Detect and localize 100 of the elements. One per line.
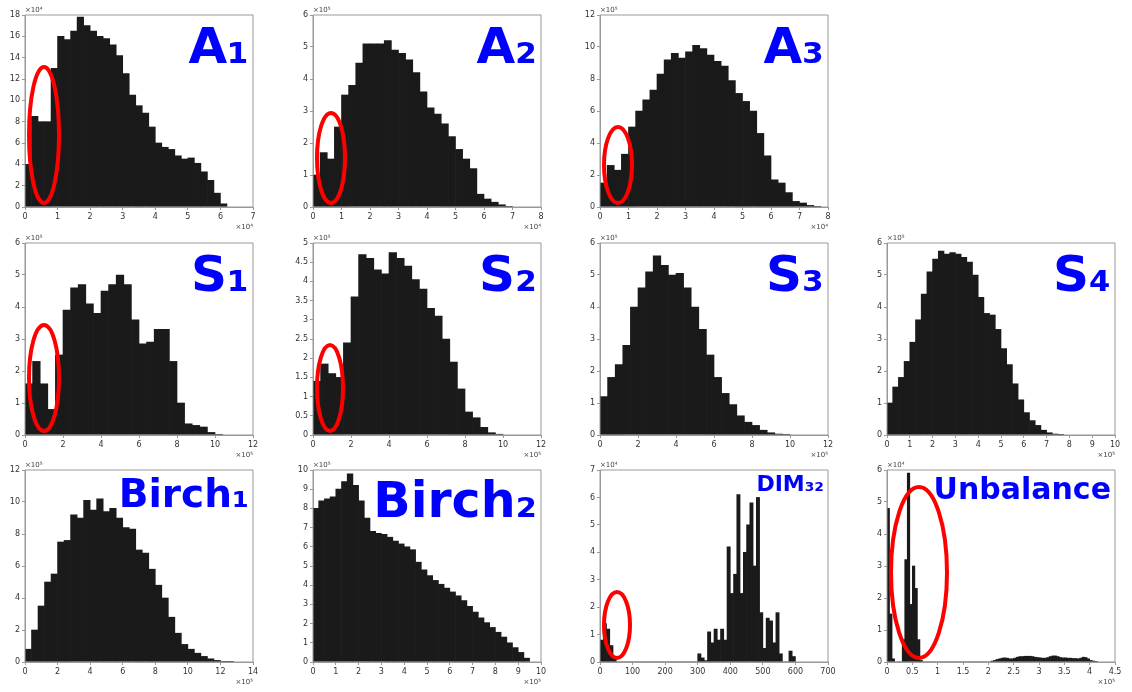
x-tick-label: 0 [884, 666, 890, 676]
y-tick-label: 8 [589, 74, 595, 84]
y-tick-label: 1 [589, 629, 595, 639]
y-tick-label: 2 [14, 180, 20, 190]
y-tick-label: 7 [302, 522, 308, 532]
y-tick-label: 2 [302, 353, 308, 363]
y-tick-label: 6 [14, 238, 20, 248]
x-tick-label: 2 [348, 439, 354, 449]
y-tick-label: 2.5 [295, 334, 308, 344]
x-tick-label: 10 [209, 439, 221, 449]
x-tick-label: 4 [87, 666, 93, 676]
y-tick-label: 10 [584, 42, 595, 52]
x-tick-label: 9 [1089, 439, 1095, 449]
x-tick-label: 6 [217, 211, 223, 221]
x-tick-label: 10 [784, 439, 796, 449]
y-tick-label: 16 [9, 31, 20, 41]
y-tick-label: 0 [876, 657, 882, 667]
x-tick-label: 5 [424, 666, 430, 676]
x-tick-label: 2 [654, 211, 660, 221]
x-tick-label: 4 [386, 439, 392, 449]
y-tick-label: 1 [589, 398, 595, 408]
x-tick-label: 3 [1036, 666, 1042, 676]
chart-title: S₃ [766, 244, 824, 303]
y-tick-label: 0 [302, 430, 308, 440]
x-tick-label: 8 [1066, 439, 1072, 449]
y-tick-label: 6 [14, 138, 20, 148]
y-tick-label: 3.5 [295, 295, 308, 305]
y-tick-label: 6 [589, 238, 595, 248]
x-tick-label: 3 [952, 439, 958, 449]
y-tick-label: 0 [589, 430, 595, 440]
x-tick-label: 3.5 [1057, 666, 1071, 676]
y-tick-label: 10 [9, 95, 20, 105]
y-tick-label: 2 [14, 625, 20, 635]
y-tick-label: 18 [9, 10, 20, 20]
x-tick-label: 2 [55, 666, 61, 676]
y-tick-label: 1 [302, 637, 308, 647]
chart-title: A₃ [763, 16, 824, 75]
x-tick-label: 4 [401, 666, 407, 676]
y-tick-label: 6 [14, 561, 20, 571]
x-tick-label: 6 [768, 211, 774, 221]
chart-title: S₁ [191, 244, 249, 303]
y-tick-label: 5 [589, 519, 595, 529]
x-tick-label: 6 [1021, 439, 1027, 449]
x-tick-label: 9 [515, 666, 521, 676]
x-tick-label: 3 [378, 666, 384, 676]
x-tick-label: 4 [673, 439, 679, 449]
y-tick-label: 2 [876, 593, 882, 603]
chart-title: Birch₂ [373, 471, 537, 529]
y-tick-label: 3 [876, 334, 882, 344]
y-tick-label: 6 [876, 465, 882, 475]
y-tick-label: 0 [14, 202, 20, 212]
x-tick-label: 12 [822, 439, 834, 449]
x-tick-label: 10 [535, 666, 547, 676]
x-tick-label: 700 [820, 666, 836, 676]
x-tick-label: 4 [152, 211, 158, 221]
y-tick-label: 8 [14, 116, 20, 126]
x-tick-label: 0 [310, 666, 316, 676]
chart-title: Unbalance [933, 470, 1111, 506]
x-tick-label: 7 [470, 666, 476, 676]
x-tick-label: 2 [87, 211, 93, 221]
x-tick-label: 12 [247, 439, 259, 449]
y-tick-label: 4 [589, 138, 595, 148]
chart-title: A₂ [476, 16, 537, 75]
y-tick-label: 10 [297, 465, 308, 475]
y-tick-label: 5 [302, 238, 308, 248]
chart-title: S₂ [479, 244, 537, 303]
x-tick-label: 6 [481, 211, 487, 221]
x-tick-label: 2 [60, 439, 66, 449]
y-tick-label: 5 [876, 497, 882, 507]
x-tick-label: 4.5 [1108, 666, 1122, 676]
y-tick-label: 4 [14, 302, 20, 312]
x-tick-label: 0 [884, 439, 890, 449]
x-tick-label: 6 [447, 666, 453, 676]
x-tick-label: 8 [825, 211, 831, 221]
y-tick-label: 4 [302, 74, 308, 84]
x-tick-label: 6 [120, 666, 126, 676]
y-tick-label: 3 [302, 599, 308, 609]
y-tick-label: 2 [589, 170, 595, 180]
y-tick-label: 1 [302, 391, 308, 401]
x-tick-label: 3 [682, 211, 689, 221]
y-tick-label: 4 [589, 547, 595, 557]
x-tick-label: 0.5 [905, 666, 919, 676]
x-tick-label: 5 [998, 439, 1004, 449]
x-tick-label: 2 [930, 439, 936, 449]
x-tick-label: 4 [975, 439, 981, 449]
y-tick-label: 6 [302, 541, 308, 551]
y-tick-label: 1 [876, 398, 882, 408]
y-tick-label: 6 [589, 106, 595, 116]
x-tick-label: 1 [625, 211, 632, 221]
x-tick-label: 300 [690, 666, 706, 676]
x-tick-label: 2 [367, 211, 373, 221]
y-tick-label: 12 [9, 465, 20, 475]
x-tick-label: 12 [535, 439, 547, 449]
y-tick-label: 2 [876, 366, 882, 376]
chart-title: S₄ [1053, 244, 1111, 303]
x-tick-label: 4 [1087, 666, 1093, 676]
x-tick-label: 2 [356, 666, 362, 676]
y-tick-label: 0.5 [295, 410, 308, 420]
y-tick-label: 3 [14, 334, 20, 344]
y-tick-label: 5 [302, 561, 308, 571]
